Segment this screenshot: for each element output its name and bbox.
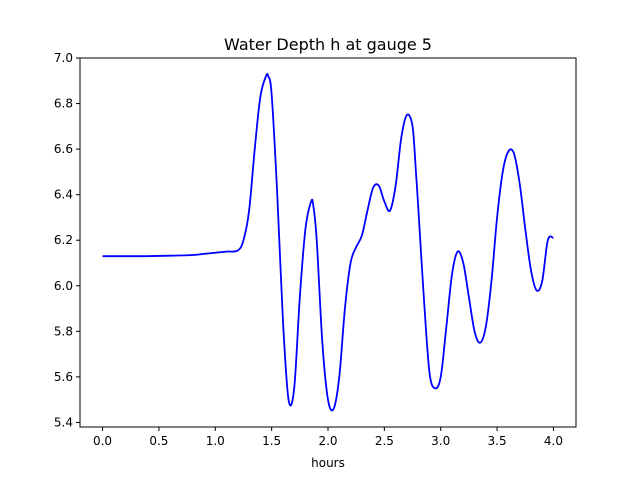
x-axis-ticks: 0.0 0.5 1.0 1.5 2.0 2.5 3.0 3.5 4.0 (93, 427, 563, 448)
x-tick-label: 3.0 (431, 434, 450, 448)
x-tick-label: 1.0 (206, 434, 225, 448)
x-tick-label: 1.5 (262, 434, 281, 448)
x-tick-label: 4.0 (544, 434, 563, 448)
y-tick-label: 6.6 (54, 142, 73, 156)
y-tick-label: 6.4 (54, 188, 73, 202)
y-tick-label: 7.0 (54, 51, 73, 65)
plot-area (80, 58, 576, 427)
series-layer (102, 72, 554, 412)
x-tick-label: 3.5 (488, 434, 507, 448)
y-tick-label: 5.8 (54, 324, 73, 338)
y-tick-label: 6.0 (54, 279, 73, 293)
y-tick-label: 6.8 (54, 97, 73, 111)
x-axis-label: hours (311, 456, 345, 470)
chart-title: Water Depth h at gauge 5 (224, 35, 432, 54)
x-tick-label: 2.5 (375, 434, 394, 448)
x-tick-label: 2.0 (318, 434, 337, 448)
x-tick-label: 0.5 (149, 434, 168, 448)
y-tick-label: 5.6 (54, 370, 73, 384)
series-line-0 (102, 72, 554, 412)
y-tick-label: 6.2 (54, 233, 73, 247)
y-tick-label: 5.4 (54, 415, 73, 429)
y-axis-ticks: 5.4 5.6 5.8 6.0 6.2 6.4 6.6 6.8 7.0 (54, 51, 80, 429)
x-tick-label: 0.0 (93, 434, 112, 448)
